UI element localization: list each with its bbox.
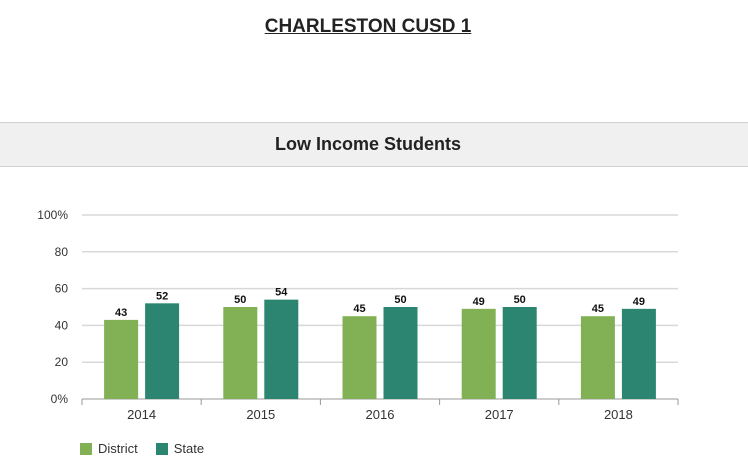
page-title: CHARLESTON CUSD 1 (264, 16, 472, 37)
x-tick-label: 2014 (127, 407, 156, 422)
x-tick-label: 2016 (366, 407, 395, 422)
legend-item-state[interactable]: State (155, 441, 205, 456)
bar-state (145, 303, 180, 399)
bar-district (223, 307, 258, 399)
data-label: 49 (473, 296, 485, 308)
y-tick-label: 60 (55, 282, 69, 296)
data-label: 45 (353, 303, 365, 315)
legend-swatch-district (80, 442, 92, 455)
y-tick-label: 80 (55, 245, 69, 259)
chart-legend: District State (80, 441, 204, 456)
data-label: 50 (514, 294, 526, 306)
data-label: 49 (633, 296, 645, 308)
y-tick-label: 0% (51, 392, 69, 406)
legend-item-district[interactable]: District (80, 441, 138, 456)
section-header: Low Income Students (0, 122, 748, 167)
bar-district (342, 316, 377, 399)
bar-state (264, 299, 299, 399)
x-tick-label: 2017 (485, 407, 514, 422)
bar-state (502, 307, 537, 399)
bar-district (104, 319, 139, 399)
data-label: 45 (592, 303, 604, 315)
y-tick-label: 100% (37, 208, 68, 222)
bar-district (580, 316, 615, 399)
x-tick-label: 2015 (246, 407, 275, 422)
bar-chart: 0% 20 40 60 80 100% 43 52 2014 50 54 2015 45 50 2016 49… (37, 208, 679, 422)
legend-swatch-state (155, 442, 168, 455)
y-tick-label: 20 (55, 355, 69, 369)
legend-label-district: District (98, 441, 138, 456)
bar-state (621, 308, 656, 399)
bar-district (461, 308, 496, 399)
data-label: 50 (234, 294, 246, 306)
y-tick-label: 40 (55, 318, 69, 332)
x-tick-label: 2018 (604, 407, 633, 422)
data-label: 52 (156, 290, 168, 302)
data-label: 54 (275, 287, 288, 299)
legend-label-state: State (173, 441, 205, 456)
section-title: Low Income Students (274, 134, 461, 154)
data-label: 50 (394, 294, 406, 306)
bar-state (383, 307, 418, 399)
data-label: 43 (115, 307, 127, 319)
